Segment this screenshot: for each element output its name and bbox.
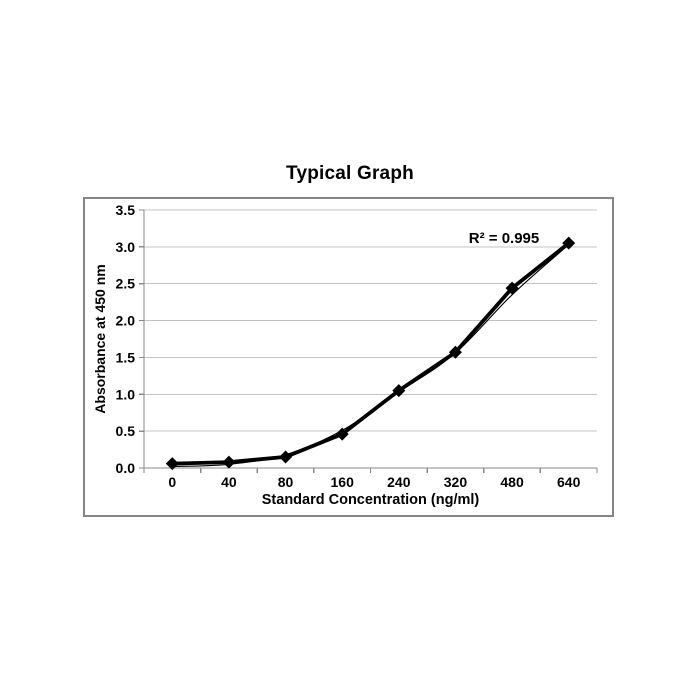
y-tick-label: 2.5 (116, 276, 136, 292)
data-point-marker (505, 281, 519, 295)
chart-title: Typical Graph (286, 163, 414, 184)
x-tick-label: 240 (387, 474, 411, 490)
data-point-marker (165, 457, 179, 471)
y-tick-label: 0.0 (116, 460, 136, 476)
x-tick-label: 80 (278, 474, 294, 490)
x-axis-title: Standard Concentration (ng/ml) (262, 492, 480, 508)
y-axis-title: Absorbance at 450 nm (92, 264, 108, 413)
x-tick-label: 0 (168, 474, 176, 490)
data-point-marker (392, 384, 406, 398)
x-tick-label: 160 (331, 474, 355, 490)
y-tick-label: 1.0 (116, 386, 136, 402)
chart-frame: 0.0 0.5 1.0 1.5 2.0 2.5 3.0 3.5 0 40 80 160 240 320 48… (83, 197, 614, 517)
y-tick-label: 3.5 (116, 202, 136, 218)
y-tick-label: 1.5 (116, 349, 136, 365)
series-line-standard-curve (170, 241, 571, 466)
data-point-marker (279, 450, 293, 464)
x-tick-label: 640 (557, 474, 581, 490)
data-point-marker (335, 427, 349, 441)
x-tick-label: 320 (444, 474, 468, 490)
x-tick-label: 480 (500, 474, 524, 490)
r-squared-annotation: R² = 0.995 (469, 230, 539, 247)
trendline (172, 244, 570, 468)
data-point-marker (448, 345, 462, 359)
x-tick-label: 40 (221, 474, 237, 490)
standard-curve-plot: 0.0 0.5 1.0 1.5 2.0 2.5 3.0 3.5 0 40 80 160 240 320 48… (92, 202, 598, 508)
y-tick-label: 2.0 (116, 313, 136, 329)
data-point-marker (222, 455, 236, 469)
y-tick-label: 0.5 (116, 423, 136, 439)
y-tick-label: 3.0 (116, 239, 136, 255)
data-point-marker (562, 236, 576, 250)
